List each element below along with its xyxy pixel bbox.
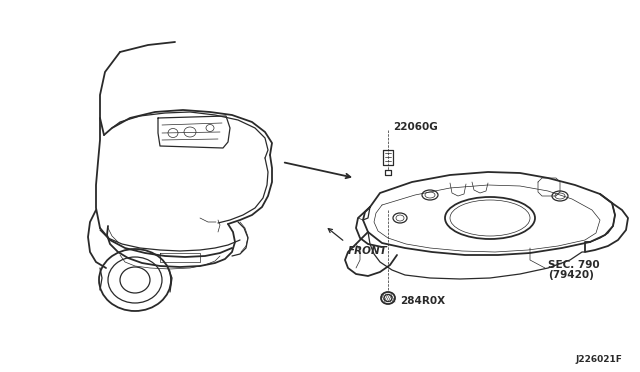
Text: (79420): (79420): [548, 270, 594, 280]
Text: J226021F: J226021F: [575, 355, 622, 364]
Text: 284R0X: 284R0X: [400, 296, 445, 306]
Text: FRONT: FRONT: [348, 246, 388, 256]
Text: 22060G: 22060G: [393, 122, 438, 132]
Text: SEC. 790: SEC. 790: [548, 260, 600, 270]
